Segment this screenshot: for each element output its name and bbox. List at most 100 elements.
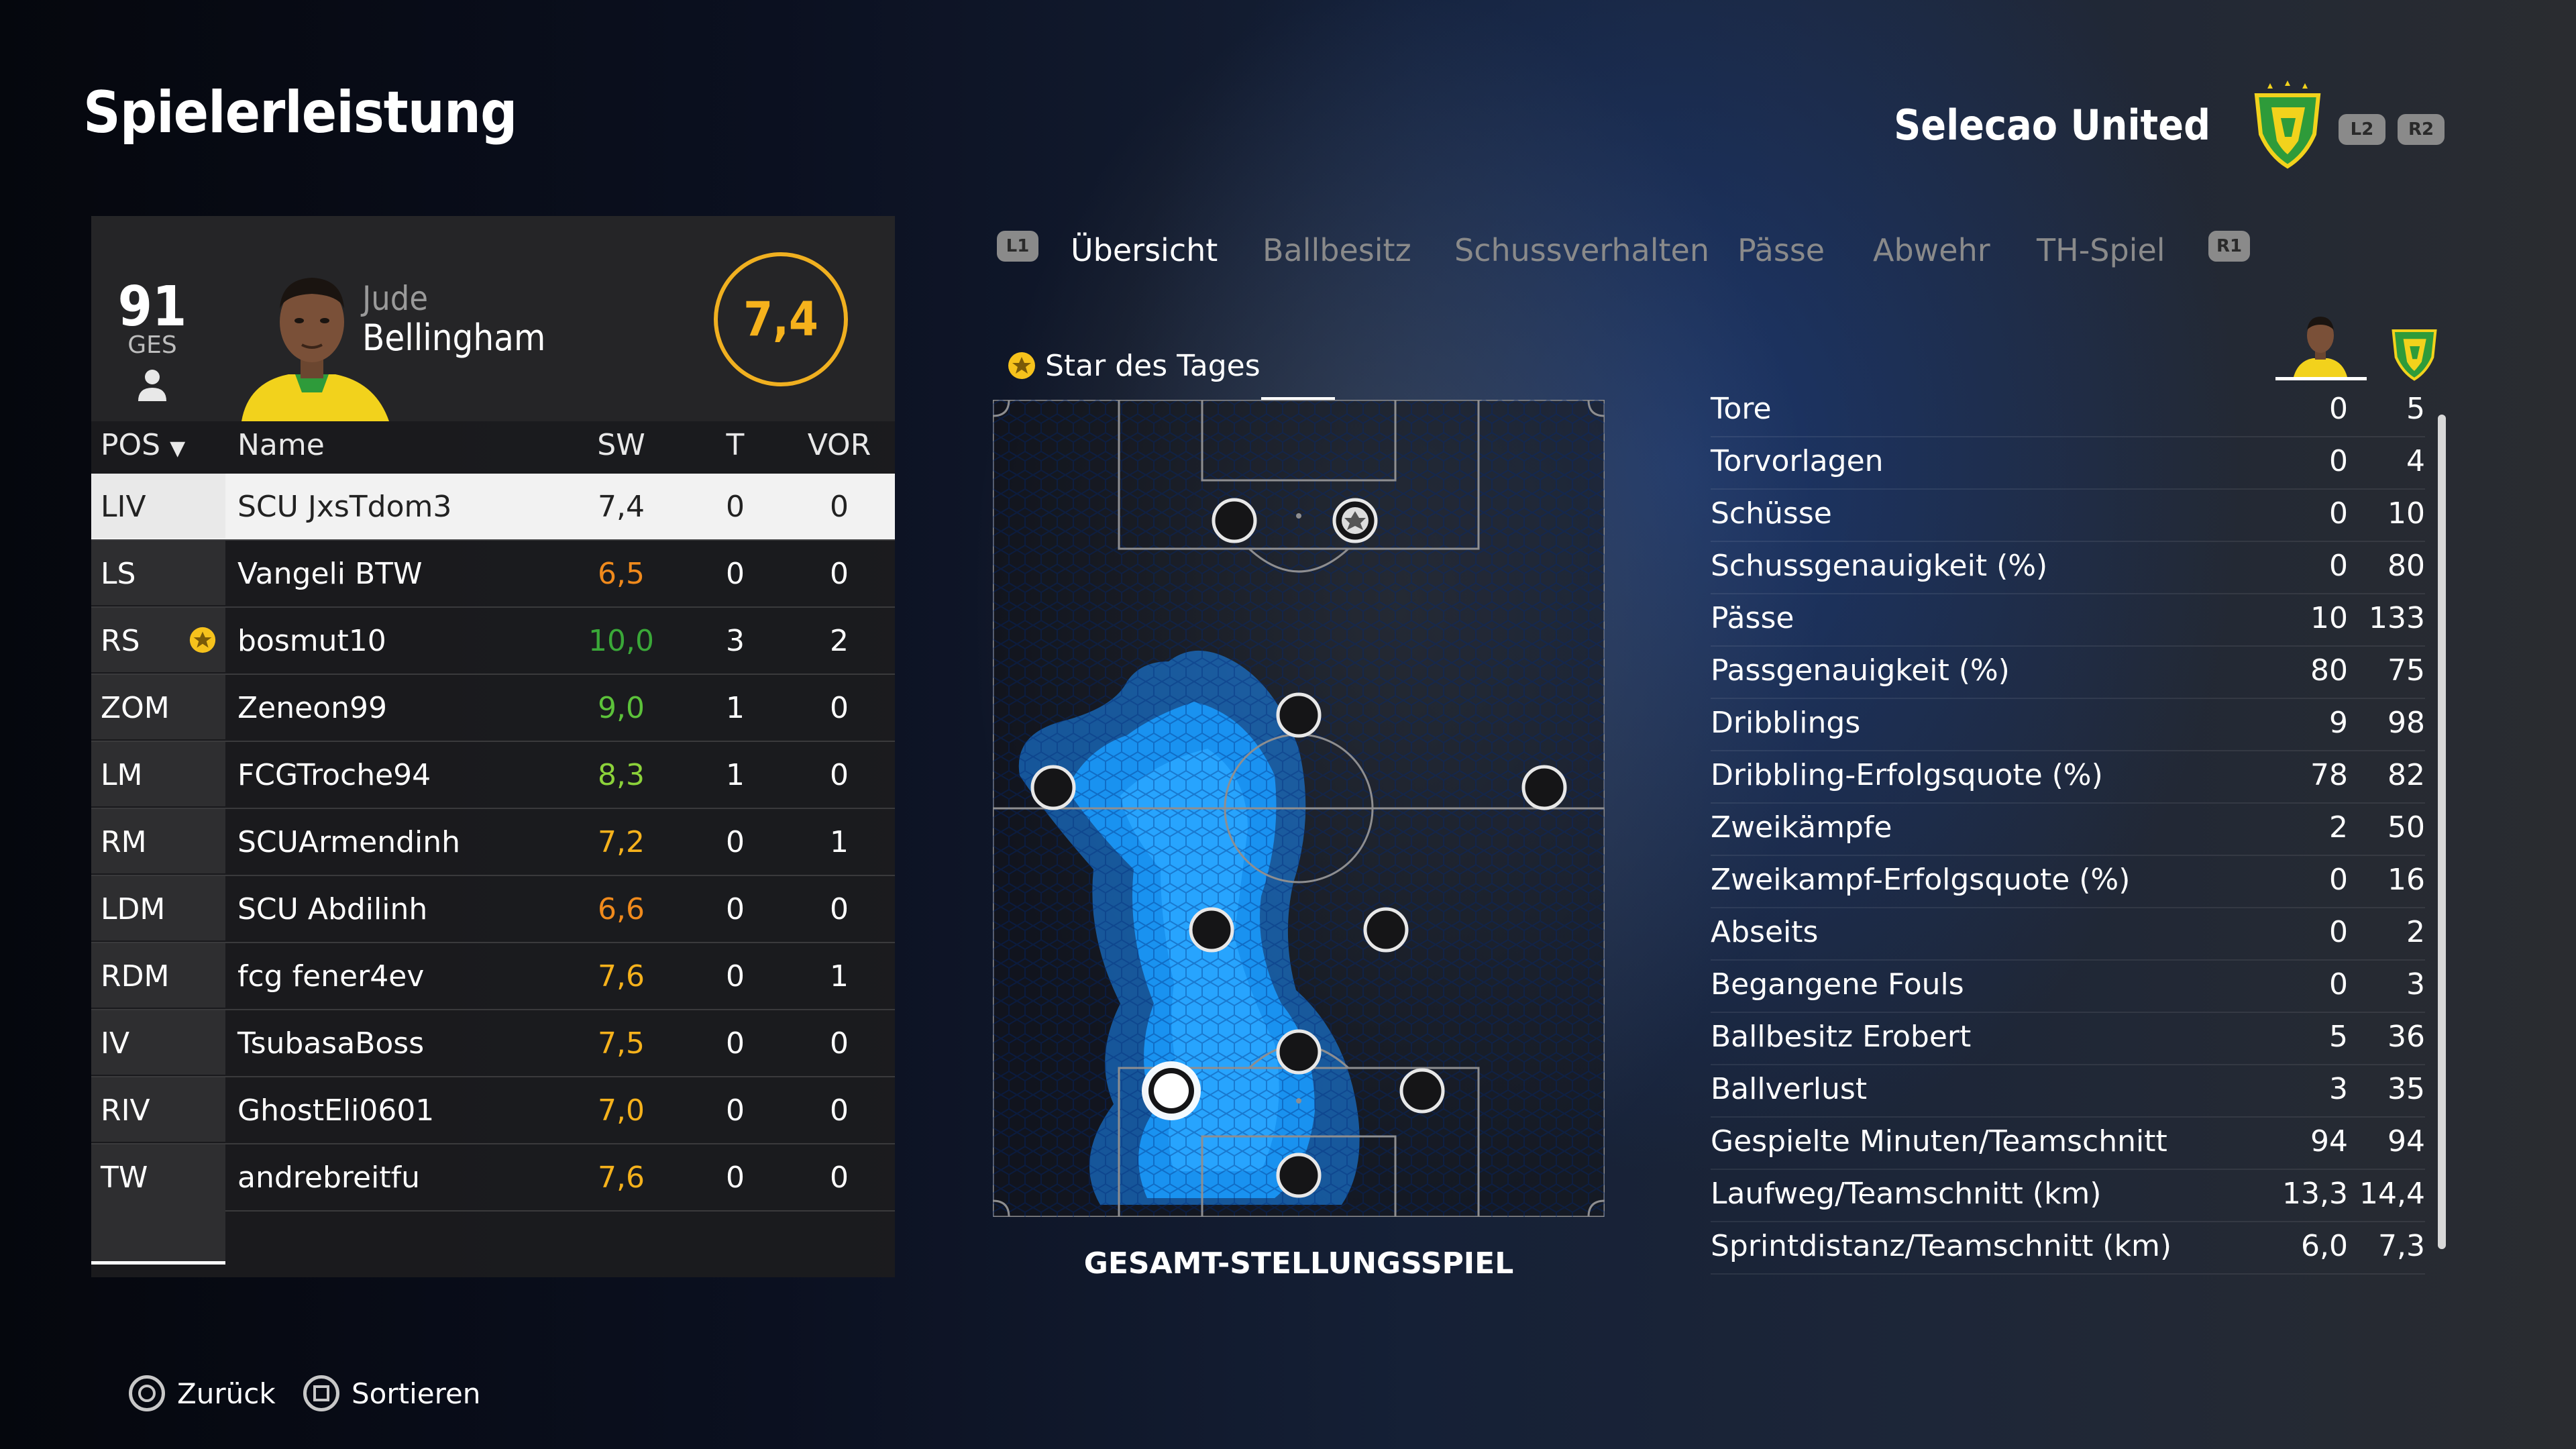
sort-hint[interactable]: Sortieren [303, 1375, 480, 1411]
tab-ballbesitz[interactable]: Ballbesitz [1263, 232, 1411, 268]
row-goals: 1 [726, 691, 745, 725]
match-rating: 7,4 [714, 252, 848, 386]
stats-scrollbar[interactable] [2438, 415, 2446, 1249]
tab-paesse[interactable]: Pässe [1737, 232, 1825, 268]
stat-row: Pässe 10 133 [1711, 593, 2425, 647]
stat-row: Dribblings 9 98 [1711, 698, 2425, 751]
l2-button-hint[interactable]: L2 [2339, 114, 2385, 145]
tab-abwehr[interactable]: Abwehr [1873, 232, 1990, 268]
stat-team-value: 94 [2387, 1124, 2425, 1159]
row-rating: 7,5 [598, 1026, 645, 1061]
stat-row: Begangene Fouls 0 3 [1711, 959, 2425, 1013]
row-position: RIV [101, 1093, 150, 1128]
row-goals: 3 [726, 624, 745, 658]
pos-cell-bg [91, 943, 225, 1008]
table-row[interactable]: IV TsubasaBoss 7,5 0 0 [91, 1010, 895, 1077]
sotd-underline [1261, 397, 1335, 400]
column-pos[interactable]: POS ▼ [101, 428, 185, 462]
table-row[interactable]: ZOM Zeneon99 9,0 1 0 [91, 675, 895, 742]
stat-player-value: 0 [2329, 915, 2348, 949]
table-row[interactable]: RIV GhostEli0601 7,0 0 0 [91, 1077, 895, 1144]
table-row[interactable]: RM SCUArmendinh 7,2 0 1 [91, 809, 895, 876]
stat-row: Ballbesitz Erobert 5 36 [1711, 1012, 2425, 1065]
pos-cell-bg [91, 809, 225, 873]
stat-label: Dribbling-Erfolgsquote (%) [1711, 758, 2103, 792]
person-icon [138, 370, 166, 401]
row-rating: 10,0 [588, 624, 654, 658]
stat-team-value: 75 [2387, 653, 2425, 688]
stat-player-value: 2 [2329, 810, 2348, 845]
table-row[interactable]: LS Vangeli BTW 6,5 0 0 [91, 541, 895, 608]
back-hint[interactable]: Zurück [129, 1375, 276, 1411]
stat-label: Gespielte Minuten/Teamschnitt [1711, 1124, 2167, 1159]
stat-row: Zweikampf-Erfolgsquote (%) 0 16 [1711, 855, 2425, 908]
row-assists: 0 [830, 892, 849, 926]
stat-player-value: 10 [2310, 601, 2348, 635]
r1-button-hint[interactable]: R1 [2208, 231, 2250, 262]
pitch-label: GESAMT-STELLUNGSSPIEL [1083, 1246, 1514, 1281]
pos-cell-bg [91, 474, 225, 538]
stat-team-value: 10 [2387, 496, 2425, 531]
stat-team-value: 3 [2406, 967, 2425, 1002]
row-position: IV [101, 1026, 130, 1061]
row-goals: 0 [726, 1161, 745, 1195]
heatmap-pitch [993, 400, 1605, 1217]
stat-team-value: 80 [2387, 549, 2425, 583]
tab-uebersicht[interactable]: Übersicht [1071, 232, 1218, 268]
column-name[interactable]: Name [237, 428, 325, 462]
stat-player-value: 0 [2329, 444, 2348, 478]
circle-button-icon [129, 1375, 165, 1411]
row-position: TW [101, 1161, 148, 1195]
row-position: RDM [101, 959, 170, 994]
row-position: LS [101, 557, 136, 591]
stat-player-value: 0 [2329, 496, 2348, 531]
row-rating: 8,3 [598, 758, 645, 792]
stat-label: Tore [1711, 392, 1772, 426]
pos-cell-bg [91, 1010, 225, 1075]
table-row[interactable]: RS bosmut10 10,0 3 2 [91, 608, 895, 675]
row-assists: 0 [830, 1026, 849, 1061]
stat-player-value: 3 [2329, 1072, 2348, 1106]
player-first-name: Jude [362, 279, 429, 318]
row-player-name: andrebreitfu [237, 1161, 420, 1195]
table-row[interactable]: RDM fcg fener4ev 7,6 0 1 [91, 943, 895, 1010]
stat-player-value: 80 [2310, 653, 2348, 688]
table-row[interactable]: LDM SCU Abdilinh 6,6 0 0 [91, 876, 895, 943]
stat-label: Ballbesitz Erobert [1711, 1020, 1972, 1054]
stat-team-value: 5 [2406, 392, 2425, 426]
square-button-icon [303, 1375, 339, 1411]
row-goals: 0 [726, 490, 745, 524]
row-goals: 0 [726, 1026, 745, 1061]
team-mini-crest-icon [2392, 329, 2437, 381]
row-position: LM [101, 758, 143, 792]
stat-row: Sprintdistanz/Teamschnitt (km) 6,0 7,3 [1711, 1221, 2425, 1275]
row-assists: 0 [830, 557, 849, 591]
player-last-name: Bellingham [362, 317, 546, 359]
row-player-name: FCGTroche94 [237, 758, 431, 792]
column-t[interactable]: T [726, 428, 745, 462]
r2-button-hint[interactable]: R2 [2398, 114, 2445, 145]
table-row[interactable]: LIV SCU JxsTdom3 7,4 0 0 [91, 474, 895, 541]
tab-th-spiel[interactable]: TH-Spiel [2037, 232, 2165, 268]
pos-cell-bg [91, 675, 225, 739]
stat-label: Laufweg/Teamschnitt (km) [1711, 1177, 2102, 1211]
stat-row: Passgenauigkeit (%) 80 75 [1711, 645, 2425, 699]
tab-schussverhalten[interactable]: Schussverhalten [1454, 232, 1709, 268]
row-goals: 0 [726, 892, 745, 926]
row-assists: 1 [830, 959, 849, 994]
stat-player-value: 78 [2310, 758, 2348, 792]
stat-row: Tore 0 5 [1711, 384, 2425, 437]
row-goals: 0 [726, 1093, 745, 1128]
table-row[interactable]: LM FCGTroche94 8,3 1 0 [91, 742, 895, 809]
stat-label: Ballverlust [1711, 1072, 1868, 1106]
column-vor[interactable]: VOR [807, 428, 871, 462]
column-sw[interactable]: SW [597, 428, 645, 462]
stat-row: Gespielte Minuten/Teamschnitt 94 94 [1711, 1116, 2425, 1170]
team-crest-icon [2254, 80, 2321, 169]
row-assists: 0 [830, 1161, 849, 1195]
row-rating: 9,0 [598, 691, 645, 725]
l1-button-hint[interactable]: L1 [997, 231, 1038, 262]
stat-team-value: 2 [2406, 915, 2425, 949]
row-goals: 1 [726, 758, 745, 792]
row-rating: 6,6 [598, 892, 645, 926]
